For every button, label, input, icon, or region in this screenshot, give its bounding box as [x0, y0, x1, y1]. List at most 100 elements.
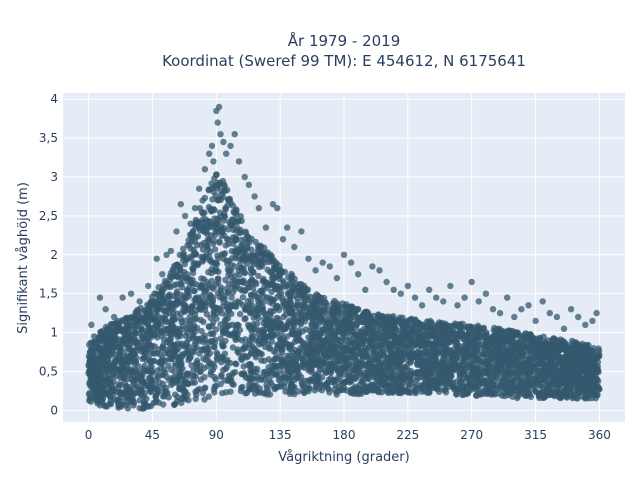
data-point	[246, 302, 253, 309]
data-point	[235, 278, 242, 285]
data-point	[163, 373, 170, 381]
data-point	[326, 326, 334, 333]
data-point	[220, 356, 227, 363]
data-point	[208, 180, 215, 187]
data-point	[192, 251, 200, 258]
data-point	[115, 344, 122, 351]
data-point	[210, 386, 218, 393]
data-point	[291, 367, 299, 374]
data-point	[138, 376, 145, 383]
data-point	[205, 284, 212, 291]
data-point	[229, 277, 236, 285]
data-point	[220, 342, 227, 350]
data-point	[185, 380, 192, 388]
data-point	[175, 357, 183, 364]
data-point	[197, 241, 205, 248]
data-point	[192, 280, 200, 288]
data-point	[231, 299, 239, 307]
data-point	[222, 365, 229, 373]
data-point	[187, 278, 195, 285]
data-point	[508, 356, 516, 363]
data-point	[243, 260, 251, 267]
data-point	[124, 325, 131, 333]
data-point	[183, 286, 191, 294]
data-points	[85, 103, 603, 412]
data-point	[285, 366, 292, 374]
data-point	[503, 359, 511, 366]
data-point	[211, 237, 218, 245]
data-point	[116, 320, 123, 327]
data-point	[315, 334, 323, 341]
data-point	[375, 311, 382, 318]
data-point	[313, 350, 321, 358]
data-point	[524, 384, 532, 392]
data-point	[255, 272, 262, 280]
data-point	[310, 299, 317, 307]
data-point	[101, 402, 108, 409]
data-point	[171, 369, 179, 376]
data-point	[514, 394, 521, 402]
data-point	[124, 405, 132, 412]
data-point	[190, 367, 197, 374]
data-point	[396, 349, 403, 357]
data-point	[569, 366, 576, 374]
data-point	[328, 339, 335, 346]
data-point	[413, 374, 421, 381]
data-point	[534, 368, 542, 376]
data-point	[364, 375, 371, 382]
data-point	[490, 350, 497, 357]
data-point	[596, 351, 603, 358]
data-point	[217, 335, 224, 342]
data-point	[172, 391, 179, 398]
data-point	[383, 388, 390, 395]
data-point	[302, 326, 310, 333]
data-point	[529, 378, 537, 385]
data-point	[171, 281, 178, 289]
data-point	[556, 385, 564, 392]
data-point	[207, 293, 214, 300]
data-point	[170, 267, 177, 275]
data-point	[347, 336, 354, 343]
data-point	[248, 256, 255, 263]
data-point	[95, 358, 102, 366]
data-point	[189, 302, 196, 309]
data-point	[184, 370, 191, 377]
data-point	[208, 207, 215, 214]
data-point	[582, 394, 589, 401]
data-point	[497, 349, 504, 357]
data-point	[213, 349, 220, 356]
data-point	[236, 310, 244, 318]
data-point	[150, 399, 157, 407]
data-point	[281, 379, 289, 386]
data-point	[146, 304, 153, 311]
data-point	[527, 361, 534, 368]
data-point	[179, 322, 186, 329]
data-point	[407, 359, 414, 366]
data-point	[198, 275, 205, 282]
data-point	[253, 320, 261, 327]
data-point	[154, 322, 161, 330]
data-point	[237, 355, 245, 362]
data-point	[307, 293, 314, 300]
data-point	[365, 370, 372, 377]
data-point	[443, 336, 451, 343]
data-point	[509, 341, 517, 348]
data-point	[289, 372, 296, 380]
data-point	[192, 373, 199, 380]
data-point	[242, 228, 249, 235]
data-point	[314, 292, 322, 300]
data-point	[239, 294, 247, 301]
data-point	[378, 341, 385, 349]
data-point	[430, 384, 438, 392]
data-point	[161, 390, 168, 397]
data-point	[226, 195, 233, 203]
data-point	[280, 313, 287, 321]
data-point	[189, 265, 196, 272]
data-point	[269, 271, 276, 279]
data-point	[161, 277, 169, 285]
data-point	[186, 320, 194, 327]
data-point	[290, 349, 297, 357]
data-point	[269, 317, 277, 324]
data-point	[392, 378, 400, 385]
